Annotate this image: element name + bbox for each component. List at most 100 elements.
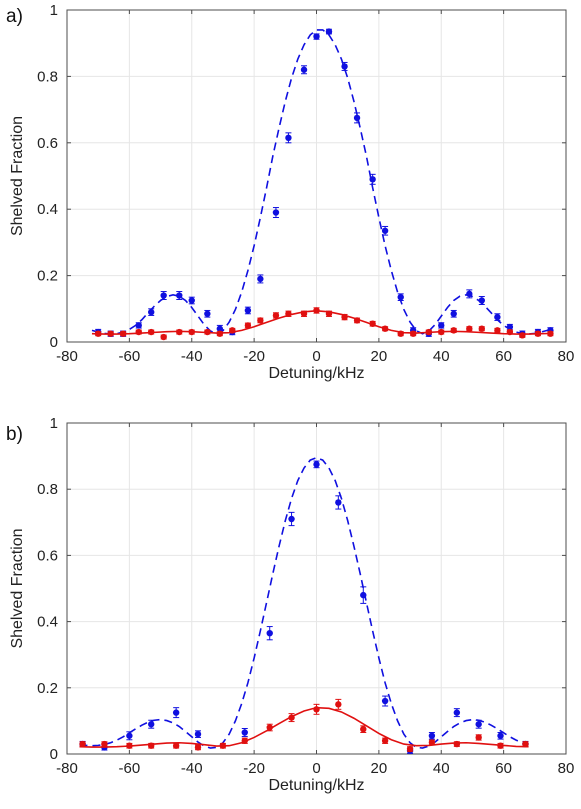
data-point: 18, 0.49 xyxy=(369,176,376,183)
data-point: 0, 0.095 xyxy=(313,307,320,314)
data-point: 44, 0.085 xyxy=(450,310,457,317)
data-point: 22, 0.04 xyxy=(381,325,389,332)
series-1: -75, 0.03-68, 0.02-60, 0.055-53, 0.09-45… xyxy=(79,456,529,754)
data-point: -4, 0.085 xyxy=(300,310,308,317)
x-tick-label: 20 xyxy=(371,760,388,777)
fit-curve-1 xyxy=(79,456,529,749)
data-point: -35, 0.03 xyxy=(204,328,211,336)
data-point: 4, 0.085 xyxy=(325,310,333,317)
panel-label: b) xyxy=(6,424,23,445)
data-point: 52, 0.05 xyxy=(475,734,482,741)
data-point: -70, 0.025 xyxy=(94,330,102,337)
data-point: 59, 0.025 xyxy=(497,742,504,749)
data-point: -57, 0.05 xyxy=(135,322,142,329)
data-point: 22, 0.04 xyxy=(381,737,389,744)
series-2: -70, 0.025-66, 0.025-62, 0.025-57, 0.03-… xyxy=(91,307,554,341)
y-tick-label: 0.2 xyxy=(37,268,58,285)
data-point: -66, 0.025 xyxy=(107,330,114,337)
data-point: 71, 0.025 xyxy=(534,330,542,337)
data-point: 30, 0.015 xyxy=(406,745,414,753)
data-point: -53, 0.025 xyxy=(148,742,155,749)
data-point: 45, 0.125 xyxy=(453,709,461,716)
data-point: -8, 0.71 xyxy=(288,515,295,523)
data-point: 45, 0.03 xyxy=(453,740,461,748)
data-point: -22, 0.095 xyxy=(244,307,252,314)
series-2: -75, 0.03 -68, 0.03 -60, 0.025 -53, 0.025 -4… xyxy=(79,698,529,753)
x-tick-label: -80 xyxy=(56,348,78,365)
data-point: 66, 0.02 xyxy=(519,332,526,339)
x-tick-label: -80 xyxy=(56,760,78,777)
x-tick-label: 80 xyxy=(558,348,575,365)
data-point: -60, 0.055 xyxy=(126,732,133,739)
data-point: -22, 0.05 xyxy=(244,322,252,329)
fit-curve-2 xyxy=(91,309,554,335)
data-point: -53, 0.09 xyxy=(148,721,155,728)
data-point: 59, 0.055 xyxy=(497,732,504,739)
chart-panel-2: -80 -60 -40 -20 0 20 40 60 80 0 0.2 0.4 0.6 0.8 1 Detun… xyxy=(6,415,574,794)
y-axis-label: Shelved Fraction xyxy=(9,528,26,648)
data-point: -49, 0.14 xyxy=(160,292,167,299)
fit-curve-2 xyxy=(79,706,529,748)
data-point: -9, 0.615 xyxy=(285,134,292,142)
panel-label: a) xyxy=(6,6,23,27)
data-point: -18, 0.19 xyxy=(257,275,264,283)
data-point: 7, 0.15 xyxy=(335,701,342,708)
data-point: 44, 0.035 xyxy=(450,327,457,334)
x-tick-label: 20 xyxy=(371,348,388,365)
x-tick-label: -60 xyxy=(119,760,141,777)
data-point: -13, 0.39 xyxy=(272,209,280,216)
data-point: -8, 0.11 xyxy=(288,714,295,721)
x-tick-label: 40 xyxy=(433,760,450,777)
data-point: 18, 0.055 xyxy=(369,320,376,327)
data-point: 13, 0.675 xyxy=(353,114,361,122)
data-point: 58, 0.075 xyxy=(494,313,501,321)
data-point: 49, 0.04 xyxy=(466,325,473,332)
data-point: -23, 0.04 xyxy=(241,737,248,744)
data-point: -38, 0.06 xyxy=(194,730,202,738)
x-tick-label: 40 xyxy=(433,348,450,365)
data-point: 67, 0.03 xyxy=(522,740,529,748)
series-1: -70, 0.03-66, 0.025-62, 0.025-57, 0.05-5… xyxy=(91,28,554,337)
x-axis-label: Detuning/kHz xyxy=(268,777,364,794)
data-point: -38, 0.02 xyxy=(194,744,202,751)
data-point: 37, 0.035 xyxy=(428,739,436,746)
x-axis-label: Detuning/kHz xyxy=(268,365,364,382)
data-point: -62, 0.025 xyxy=(119,330,127,337)
data-point: 53, 0.125 xyxy=(478,297,485,304)
y-axis-label: Shelved Fraction xyxy=(9,116,26,236)
data-point: -45, 0.025 xyxy=(172,742,180,749)
y-tick-label: 0.8 xyxy=(37,68,58,85)
data-point: 9, 0.83 xyxy=(341,63,348,70)
data-point: 40, 0.05 xyxy=(438,322,445,329)
data-point: 62, 0.03 xyxy=(506,328,514,336)
data-point: -40, 0.03 xyxy=(188,328,195,336)
data-point: -15, 0.365 xyxy=(266,629,273,637)
data-point: -13, 0.08 xyxy=(272,312,280,319)
y-tick-label: 0.4 xyxy=(37,614,58,631)
data-point: -57, 0.03 xyxy=(135,328,142,336)
y-tick-label: 0.8 xyxy=(37,481,58,498)
chart-panel-1: -80 -60 -40 -20 0 20 40 60 80 0 0.2 0.4 0.6 0.8 1 Detun… xyxy=(6,2,574,382)
data-point: 22, 0.335 xyxy=(381,227,389,234)
data-point: -40, 0.125 xyxy=(188,297,195,304)
data-point: -30, 0.025 xyxy=(219,742,227,749)
data-point: 4, 0.935 xyxy=(325,28,333,35)
x-tick-label: 60 xyxy=(495,760,512,777)
fit-curve-1 xyxy=(91,29,554,335)
data-point: 53, 0.04 xyxy=(478,325,485,332)
data-point: 75, 0.025 xyxy=(547,330,554,337)
data-point: -18, 0.065 xyxy=(257,317,264,324)
x-tick-label: 60 xyxy=(495,348,512,365)
x-tick-label: -40 xyxy=(181,348,203,365)
x-tick-label: -20 xyxy=(243,348,265,365)
data-point: 13, 0.065 xyxy=(353,317,361,324)
y-tick-label: 0.6 xyxy=(37,135,58,152)
data-point: -27, 0.035 xyxy=(229,327,236,334)
y-tick-label: 0.2 xyxy=(37,680,58,697)
y-tick-label: 0.4 xyxy=(37,201,58,218)
y-tick-label: 0 xyxy=(50,746,58,763)
data-point: 15, 0.48 xyxy=(360,591,367,599)
data-point: -4, 0.82 xyxy=(300,66,308,73)
data-point: -35, 0.085 xyxy=(204,310,211,317)
